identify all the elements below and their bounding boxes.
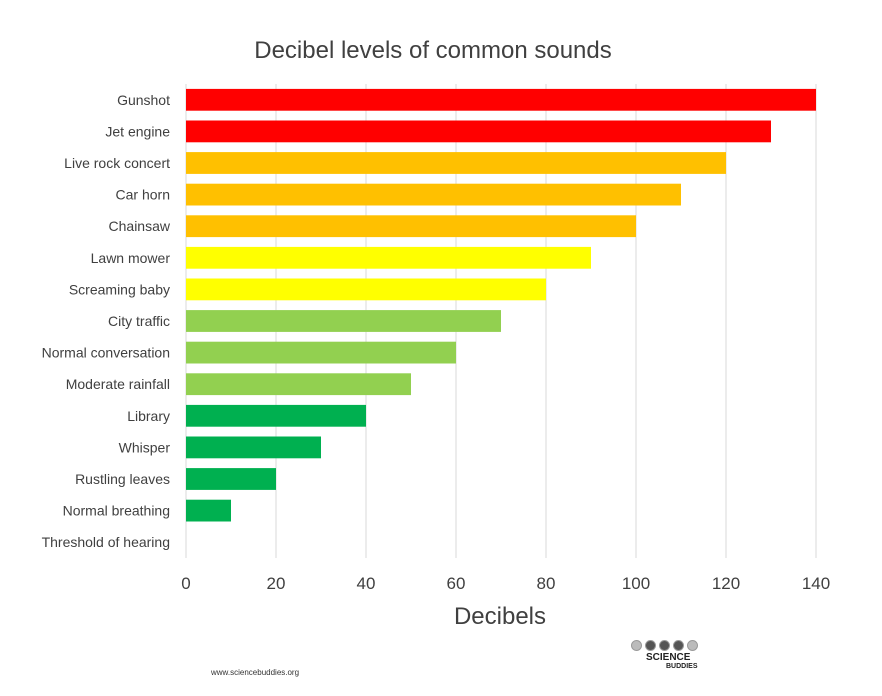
category-label: Rustling leaves: [75, 471, 170, 487]
category-label: Live rock concert: [64, 155, 170, 171]
bar: [186, 120, 771, 143]
bar: [186, 152, 726, 174]
x-tick-label: 100: [622, 574, 650, 593]
category-labels: Gunshot Jet engine Live rock concert Car ho…: [42, 92, 171, 550]
bars: [186, 88, 816, 522]
x-axis-label: Decibels: [454, 603, 546, 630]
bar: [186, 183, 681, 206]
x-tick-label: 120: [712, 574, 740, 593]
bar: [186, 436, 321, 459]
bar: [186, 278, 546, 301]
x-tick-label: 140: [802, 574, 830, 593]
x-tick-label: 40: [357, 574, 376, 593]
bar: [186, 88, 816, 111]
category-label: Threshold of hearing: [42, 534, 170, 550]
logo-text-science: SCIENCE: [646, 652, 691, 663]
category-label: Normal breathing: [63, 503, 170, 519]
bar: [186, 341, 456, 364]
category-label: Whisper: [119, 439, 171, 455]
bar: [186, 215, 636, 238]
category-label: Library: [127, 408, 170, 424]
category-label: Jet engine: [105, 123, 170, 139]
x-tick-label: 60: [447, 574, 466, 593]
category-label: Screaming baby: [69, 281, 170, 297]
science-buddies-logo: SCIENCE BUDDIES: [628, 640, 698, 680]
category-label: Lawn mower: [91, 250, 171, 266]
category-label: City traffic: [108, 313, 170, 329]
logo-icon: [631, 640, 698, 651]
x-tick-label: 20: [267, 574, 286, 593]
x-tick-label: 80: [537, 574, 556, 593]
chart-title: Decibel levels of common sounds: [254, 37, 612, 64]
bar: [186, 404, 366, 427]
bar: [186, 246, 591, 269]
x-tick-label: 0: [181, 574, 190, 593]
x-tick-labels: 0 20 40 60 80 100 120 140: [181, 574, 830, 593]
category-label: Gunshot: [117, 92, 170, 108]
bar: [186, 499, 231, 522]
bar: [186, 373, 411, 396]
bar: [186, 468, 276, 490]
category-label: Normal conversation: [42, 345, 170, 361]
logo-text-buddies: BUDDIES: [666, 663, 698, 670]
category-label: Moderate rainfall: [66, 376, 170, 392]
category-label: Chainsaw: [109, 218, 171, 234]
source-url: www.sciencebuddies.org: [211, 668, 300, 677]
category-label: Car horn: [116, 187, 170, 203]
bar: [186, 310, 501, 332]
